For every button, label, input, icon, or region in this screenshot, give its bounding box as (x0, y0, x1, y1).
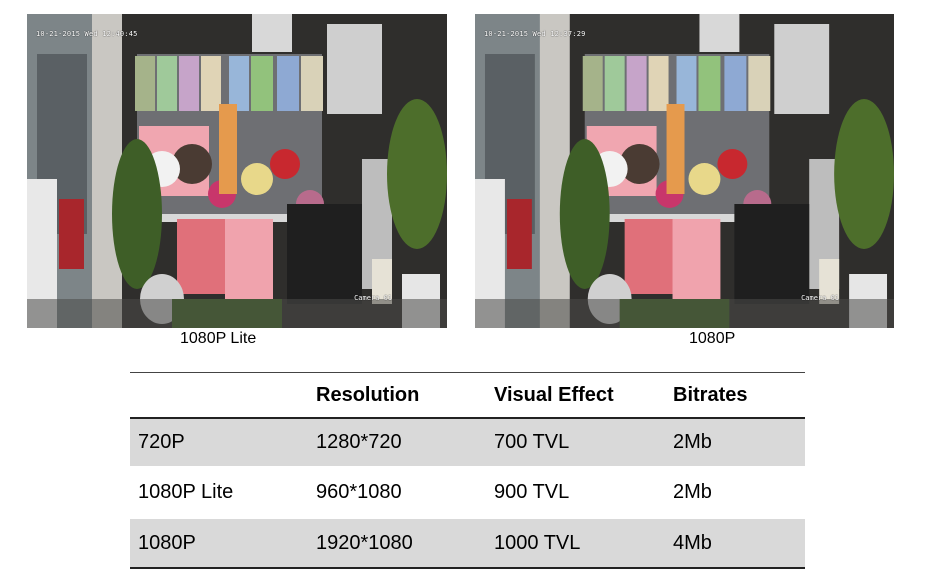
caption-1080p: 1080P (689, 330, 736, 347)
camera-channel-label: Camera 01 (354, 294, 392, 302)
table-row: 1080P Lite 960*1080 900 TVL 2Mb (130, 466, 805, 519)
table-row: 1080P 1920*1080 1000 TVL 4Mb (130, 519, 805, 569)
header-cell-visual-effect: Visual Effect (494, 383, 614, 406)
cell-visual-effect: 1000 TVL (494, 531, 581, 554)
cell-resolution: 1280*720 (316, 431, 402, 453)
table-header-row: Resolution Visual Effect Bitrates (130, 372, 805, 419)
cell-bitrate: 4Mb (673, 531, 712, 554)
cell-resolution: 960*1080 (316, 481, 402, 503)
cell-bitrate: 2Mb (673, 431, 712, 453)
camera-image-1080p-lite: 10-21-2015 Wed 12:40:45 Camera 01 (27, 14, 447, 328)
cell-visual-effect: 900 TVL (494, 481, 570, 503)
cell-mode: 720P (138, 431, 185, 453)
camera-scene-illustration (27, 14, 447, 328)
camera-channel-label: Camera 01 (801, 294, 839, 302)
cell-mode: 1080P Lite (138, 481, 234, 503)
cell-visual-effect: 700 TVL (494, 431, 570, 453)
cell-bitrate: 2Mb (673, 481, 712, 503)
osd-timestamp: 10-21-2015 Wed 12:37:29 (484, 30, 586, 38)
camera-image-1080p: 10-21-2015 Wed 12:37:29 Camera 01 (475, 14, 894, 328)
header-cell-resolution: Resolution (316, 383, 420, 406)
header-cell-bitrates: Bitrates (673, 383, 748, 406)
cell-resolution: 1920*1080 (316, 531, 413, 554)
camera-scene-illustration (475, 14, 894, 328)
caption-1080p-lite: 1080P Lite (180, 330, 257, 347)
cell-mode: 1080P (138, 531, 196, 554)
osd-timestamp: 10-21-2015 Wed 12:40:45 (36, 30, 138, 38)
spec-comparison-table: Resolution Visual Effect Bitrates 720P 1… (130, 372, 805, 569)
table-row: 720P 1280*720 700 TVL 2Mb (130, 419, 805, 466)
